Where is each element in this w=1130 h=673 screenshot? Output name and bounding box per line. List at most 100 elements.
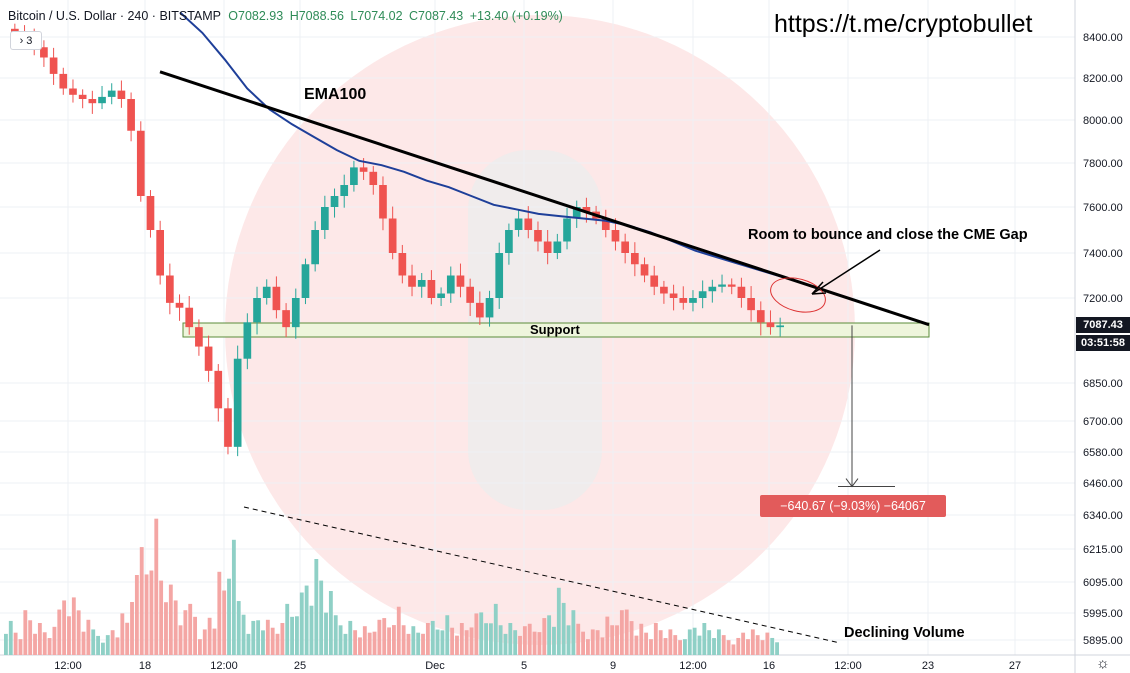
volume-bar	[537, 632, 542, 655]
volume-bar	[246, 633, 251, 655]
volume-bar	[110, 630, 115, 655]
volume-bar	[503, 633, 508, 655]
candle-body	[350, 167, 358, 185]
volume-bar	[750, 629, 755, 655]
volume-bar	[343, 633, 348, 655]
y-tick-label: 8400.00	[1083, 32, 1123, 44]
volume-bar	[561, 602, 566, 655]
volume-bar	[348, 620, 353, 655]
volume-bar	[299, 592, 304, 655]
y-tick-label: 5895.00	[1083, 635, 1123, 647]
candle-body	[417, 280, 426, 287]
candle-body	[214, 370, 223, 409]
volume-bar	[149, 570, 154, 655]
candle-body	[543, 241, 552, 253]
candle-body	[776, 325, 784, 328]
candle-body	[59, 73, 68, 89]
volume-bar	[765, 632, 770, 655]
volume-bar	[23, 610, 28, 655]
volume-bar	[673, 635, 678, 655]
volume-bar	[629, 621, 634, 655]
candle-body	[369, 171, 378, 185]
volume-bar	[649, 639, 653, 655]
candle-body	[388, 218, 397, 253]
candle-body	[446, 275, 455, 294]
volume-bar	[513, 630, 518, 655]
volume-bar	[134, 575, 139, 655]
candle-body	[660, 286, 668, 294]
x-tick-label: 16	[763, 660, 775, 672]
volume-bar	[615, 625, 619, 655]
x-tick-label: 12:00	[210, 660, 238, 672]
volume-bar	[188, 603, 193, 655]
y-tick-label: 7400.00	[1083, 248, 1123, 260]
candle-body	[11, 28, 19, 33]
volume-bar	[581, 631, 585, 655]
gear-icon[interactable]: ☼	[1096, 655, 1110, 672]
volume-bar	[479, 612, 484, 655]
candle-body	[582, 207, 591, 212]
volume-bar	[566, 625, 571, 655]
volume-bar	[595, 630, 600, 655]
volume-bar	[261, 630, 265, 655]
volume-bar	[328, 591, 333, 655]
candle-body	[98, 96, 106, 104]
volume-bar	[532, 631, 537, 655]
candle-body	[136, 130, 145, 196]
volume-bar	[319, 580, 324, 655]
ohlc-low: L7074.02	[350, 9, 403, 23]
volume-bar	[474, 613, 479, 655]
volume-bar	[120, 613, 125, 655]
x-tick-label: 18	[139, 660, 151, 672]
ohlc-open: O7082.93	[228, 9, 284, 23]
volume-bar	[251, 620, 256, 655]
volume-bar	[489, 623, 493, 655]
volume-bar	[154, 518, 159, 655]
indicator-collapse-button[interactable]: › 3	[10, 31, 42, 50]
volume-bar	[430, 620, 435, 655]
candle-body	[195, 327, 203, 347]
candle-body	[398, 253, 407, 276]
volume-bar	[377, 619, 382, 655]
volume-bar	[547, 615, 552, 655]
candle-body	[78, 94, 87, 99]
volume-bar	[309, 605, 314, 655]
candle-body	[766, 322, 775, 328]
volume-bar	[37, 623, 42, 655]
volume-bar	[324, 612, 328, 655]
volume-bar	[493, 603, 498, 655]
volume-bar	[396, 606, 401, 655]
volume-bar	[125, 622, 130, 655]
resistance-trendline	[159, 70, 930, 327]
candle-body	[359, 167, 368, 172]
volume-bar	[760, 640, 765, 655]
volume-bar	[552, 626, 556, 655]
volume-bar	[28, 620, 33, 655]
candle-body	[737, 286, 746, 298]
x-tick-label: 12:00	[54, 660, 82, 672]
y-tick-label: 6340.00	[1083, 510, 1123, 522]
candle-body	[166, 275, 174, 303]
volume-bar	[42, 632, 47, 655]
symbol-header: Bitcoin / U.S. Dollar · 240 · BITSTAMP O…	[8, 9, 566, 23]
candle-body	[146, 196, 155, 230]
y-tick-label: 7800.00	[1083, 158, 1123, 170]
countdown-tag: 03:51:58	[1076, 335, 1130, 351]
x-tick-label: 23	[922, 660, 934, 672]
volume-bar	[4, 633, 8, 655]
volume-bar	[639, 623, 644, 655]
candle-body	[708, 286, 717, 292]
volume-bar	[193, 616, 197, 655]
volume-bar	[576, 623, 581, 655]
y-tick-label: 7600.00	[1083, 202, 1123, 214]
volume-bar	[285, 603, 290, 655]
volume-bar	[586, 639, 590, 655]
candle-body	[679, 298, 688, 303]
candle-body	[49, 57, 58, 74]
candle-body	[514, 218, 523, 230]
candle-body	[291, 298, 300, 328]
candle-body	[69, 88, 77, 95]
volume-bar	[367, 632, 372, 655]
volume-bar	[610, 625, 615, 655]
